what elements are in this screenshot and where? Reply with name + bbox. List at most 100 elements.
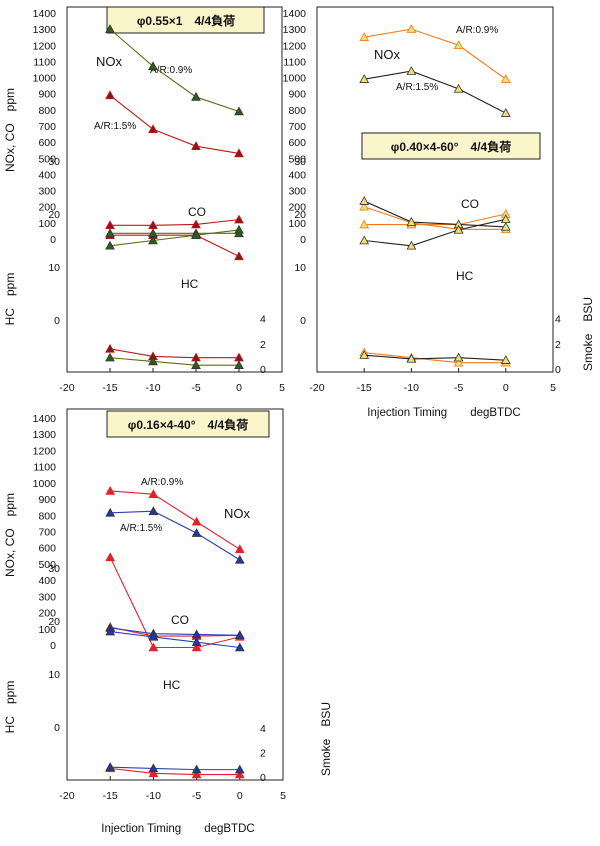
annotation-ar-b: A/R:1.5% <box>120 523 162 534</box>
panel-1: -20 -15 -10 -5 0 5010020030040050060070080090… <box>3 6 285 394</box>
nox-co-tick-label: 1000 <box>33 73 57 85</box>
nox-co-tick-label: 1100 <box>33 462 56 474</box>
nox-co-tick-label: 1300 <box>33 24 57 36</box>
nox-co-tick-label: 1400 <box>33 413 57 425</box>
x-tick-label: -15 <box>357 382 372 394</box>
hc-series-2-point <box>191 230 201 239</box>
x-tick-label: -20 <box>309 382 324 394</box>
x-tick-label: -5 <box>454 382 463 394</box>
nox-co-tick-label: 600 <box>38 543 56 555</box>
nox-series-1-point <box>453 40 464 50</box>
hc-series-2-line <box>364 218 506 247</box>
hc-series-2-point <box>234 642 245 652</box>
x-tick-label: -5 <box>192 790 201 802</box>
x-tick-label: -10 <box>146 790 161 802</box>
x-tick-label: -15 <box>103 790 118 802</box>
chart-title: φ0.16×4-40° 4/4負荷 <box>128 417 248 432</box>
nox-series-2-line <box>109 28 240 112</box>
hc-series-1-line <box>110 234 240 257</box>
smoke-series-2-point <box>191 764 202 774</box>
nox-co-tick-label: 800 <box>288 105 306 117</box>
nox-co-tick-label: 0 <box>50 640 56 652</box>
smoke-tick-label: 2 <box>260 747 266 759</box>
ylabel-hc: HC ppm <box>3 273 17 326</box>
ylabel-smoke: Smoke BSU <box>319 702 333 776</box>
hc-tick-label: 20 <box>48 209 60 221</box>
hc-series-2-point <box>105 240 115 250</box>
hc-tick-label: 20 <box>48 616 60 628</box>
co-series-1-point <box>234 214 244 224</box>
nox-co-tick-label: 300 <box>288 186 306 198</box>
nox-co-tick-label: 1200 <box>33 445 57 457</box>
annotation-co: CO <box>171 613 189 627</box>
annotation-hc: HC <box>456 269 474 283</box>
smoke-series-2-line <box>364 354 506 361</box>
annotation-hc: HC <box>163 678 181 692</box>
nox-co-tick-label: 1300 <box>33 429 57 441</box>
nox-co-tick-label: 1000 <box>33 478 57 490</box>
annotation-ar-b: A/R:1.5% <box>396 82 438 93</box>
hc-tick-label: 20 <box>294 209 306 221</box>
nox-co-tick-label: 100 <box>38 218 56 230</box>
smoke-tick-label: 4 <box>260 314 266 326</box>
hc-series-2-line <box>110 631 240 649</box>
annotation-hc: HC <box>181 277 199 291</box>
annotation-ar-a: A/R:0.9% <box>456 25 498 36</box>
nox-co-tick-label: 200 <box>38 202 56 214</box>
nox-co-tick-label: 900 <box>38 89 56 101</box>
nox-co-tick-label: 400 <box>38 169 56 181</box>
nox-series-2-point <box>359 74 370 83</box>
panel-3: -20 -15 -10 -5 0 5010020030040050060070080090… <box>3 408 333 835</box>
nox-co-tick-label: 200 <box>288 202 306 214</box>
panel-2: -20 -15 -10 -5 0 5010020030040050060070080090… <box>283 6 595 419</box>
nox-co-tick-label: 1300 <box>283 24 307 36</box>
smoke-series-1-point <box>234 769 245 779</box>
co-series-1-line <box>110 219 240 226</box>
nox-series-2-point <box>191 528 202 537</box>
hc-series-1-point <box>234 251 244 261</box>
smoke-series-2-point <box>191 360 201 369</box>
smoke-series-1-line <box>364 352 506 364</box>
smoke-series-2-line <box>110 766 240 771</box>
annotation-ar-a: A/R:0.9% <box>150 65 192 76</box>
chart-title: φ0.40×4-60° 4/4負荷 <box>391 139 511 154</box>
nox-co-tick-label: 600 <box>38 137 56 149</box>
hc-series-2-point <box>191 637 202 646</box>
co-series-2-point <box>406 217 417 226</box>
co-series-1-line <box>364 206 506 230</box>
nox-series-1-point <box>191 141 201 150</box>
nox-co-tick-label: 1200 <box>283 40 307 52</box>
co-series-2-point <box>234 630 245 640</box>
hc-series-1-line <box>109 557 240 649</box>
smoke-series-2-point <box>406 353 417 363</box>
x-tick-label: -20 <box>59 382 74 394</box>
x-tick-label: -15 <box>102 382 117 394</box>
chart-title-box <box>361 132 541 160</box>
x-axis-title: Injection Timing degBTDC <box>367 407 520 419</box>
nox-series-1-point <box>359 32 370 41</box>
annotation-co: CO <box>461 197 479 211</box>
nox-co-tick-label: 1000 <box>283 73 307 85</box>
nox-co-tick-label: 800 <box>38 105 56 117</box>
nox-series-2-point <box>105 507 116 517</box>
ylabel-nox-co: NOx, CO ppm <box>3 88 17 172</box>
smoke-series-2-line <box>109 357 239 366</box>
plot-frame <box>66 408 284 781</box>
co-series-2-point <box>500 221 511 231</box>
nox-series-1-line <box>364 28 507 80</box>
smoke-series-2-point <box>500 355 511 364</box>
nox-series-1-point <box>105 90 115 100</box>
smoke-series-2-point <box>105 352 115 362</box>
annotation-nox: NOx <box>96 54 123 69</box>
nox-co-tick-label: 600 <box>288 137 306 149</box>
nox-co-tick-label: 1100 <box>283 56 306 68</box>
nox-co-tick-label: 700 <box>38 121 56 133</box>
nox-co-tick-label: 500 <box>38 559 56 571</box>
ylabel-hc: HC ppm <box>3 681 17 734</box>
smoke-series-2-point <box>105 762 116 771</box>
smoke-tick-label: 2 <box>555 339 561 351</box>
ylabel-nox-co: NOx, CO ppm <box>3 493 17 577</box>
annotation-co: CO <box>188 205 206 219</box>
smoke-series-2-point <box>234 360 244 369</box>
